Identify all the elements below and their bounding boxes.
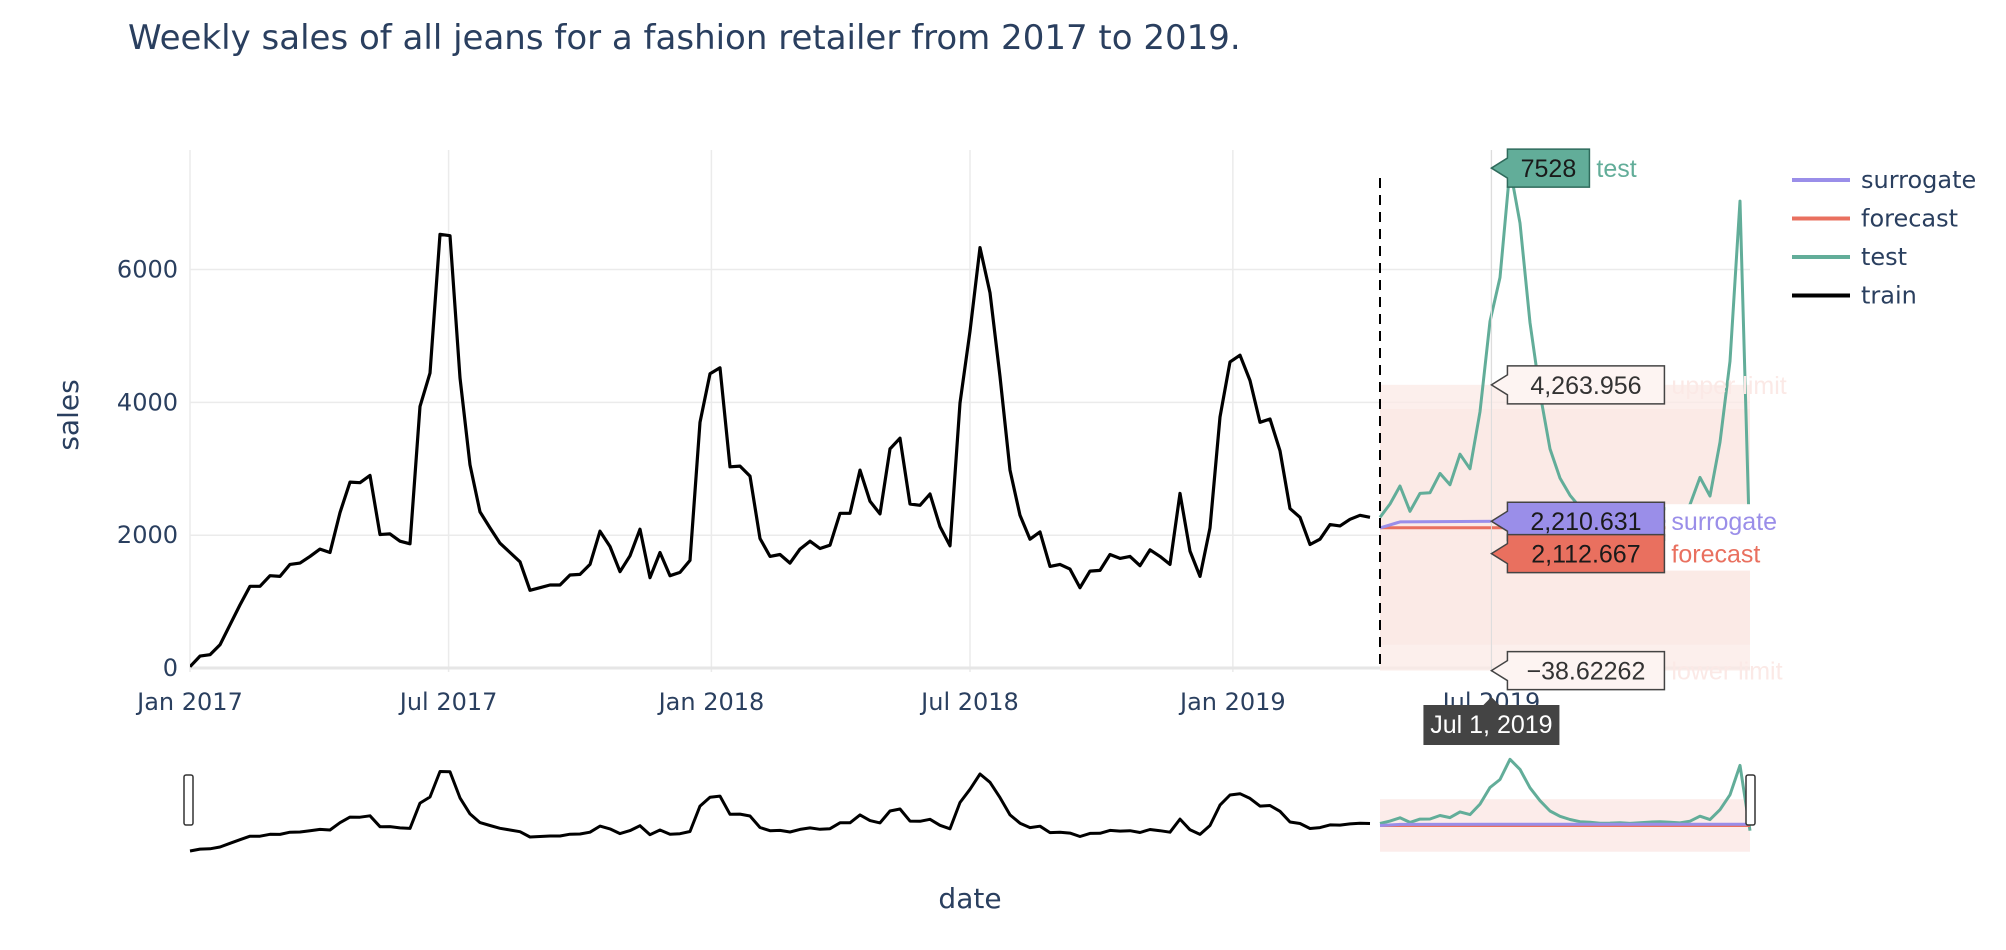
surrogate-annotation-name-label: surrogate xyxy=(1671,508,1777,536)
surrogate-annotation-value-box xyxy=(1490,501,1666,541)
lower-limit-annotation-value-label: −38.62262 xyxy=(1526,658,1645,686)
upper-limit-annotation-value-label: 4,263.956 xyxy=(1530,372,1641,400)
x-tick-label: Jan 2017 xyxy=(135,688,243,716)
surrogate-annotation-value-label: 2,210.631 xyxy=(1530,508,1641,536)
axis-ticks: Jan 2017 Jul 2017 Jan 2018 Jul 2018 Jan 2019… xyxy=(117,256,1540,716)
train-line xyxy=(190,232,1371,668)
upper-limit-annotation-name-label: upper limit xyxy=(1671,372,1786,400)
test-annotation-value-box xyxy=(1490,148,1591,188)
upper-limit-annotation-value-box xyxy=(1490,365,1666,405)
forecast-annotation-value-label: 2,112.667 xyxy=(1531,541,1640,569)
y-tick-label: 0 xyxy=(163,654,178,682)
slider-handle-right[interactable] xyxy=(1745,774,1756,826)
slider-test-line xyxy=(1379,757,1752,831)
x-tick-label: Jul 2017 xyxy=(398,688,498,716)
y-tick-label: 4000 xyxy=(117,388,178,416)
test-annotation-value-label: 7528 xyxy=(1521,155,1577,183)
legend[interactable]: surrogate forecast test train xyxy=(1792,166,1976,310)
slider-train-line xyxy=(189,770,1371,853)
chart-title: Weekly sales of all jeans for a fashion … xyxy=(128,18,1241,58)
forecast-annotation-name-label: forecast xyxy=(1671,541,1760,569)
legend-label-surrogate[interactable]: surrogate xyxy=(1861,166,1976,194)
x-tick-label: Jul 2018 xyxy=(919,688,1019,716)
y-tick-label: 2000 xyxy=(117,521,178,549)
forecast-annotation-value-box xyxy=(1490,533,1666,574)
x-tick-label: Jan 2018 xyxy=(657,688,765,716)
legend-label-forecast[interactable]: forecast xyxy=(1861,205,1958,233)
x-tick-label: Jan 2019 xyxy=(1178,688,1286,716)
slider-surrogate-line xyxy=(1379,822,1750,827)
legend-label-test[interactable]: test xyxy=(1861,243,1907,271)
legend-label-train[interactable]: train xyxy=(1861,282,1917,310)
lower-limit-annotation-name-label: lower limit xyxy=(1671,658,1782,686)
hover-date-box xyxy=(1423,697,1560,745)
slider-handle-left[interactable] xyxy=(183,774,194,826)
lower-limit-annotation-value-box xyxy=(1490,650,1666,691)
y-tick-label: 6000 xyxy=(117,256,178,284)
hover-date-label: Jul 1, 2019 xyxy=(1430,711,1552,739)
forecast-annotation-name-box xyxy=(1665,536,1787,571)
test-annotation-name-label: test xyxy=(1596,155,1636,183)
annotations: 7528 test 4,263.956 upper limit 2,210.631 sur… xyxy=(1423,148,1800,745)
surrogate-annotation-name-box xyxy=(1665,504,1800,539)
y-axis-title: sales xyxy=(52,379,85,450)
range-slider[interactable] xyxy=(183,757,1756,853)
x-axis-title: date xyxy=(938,882,1001,915)
